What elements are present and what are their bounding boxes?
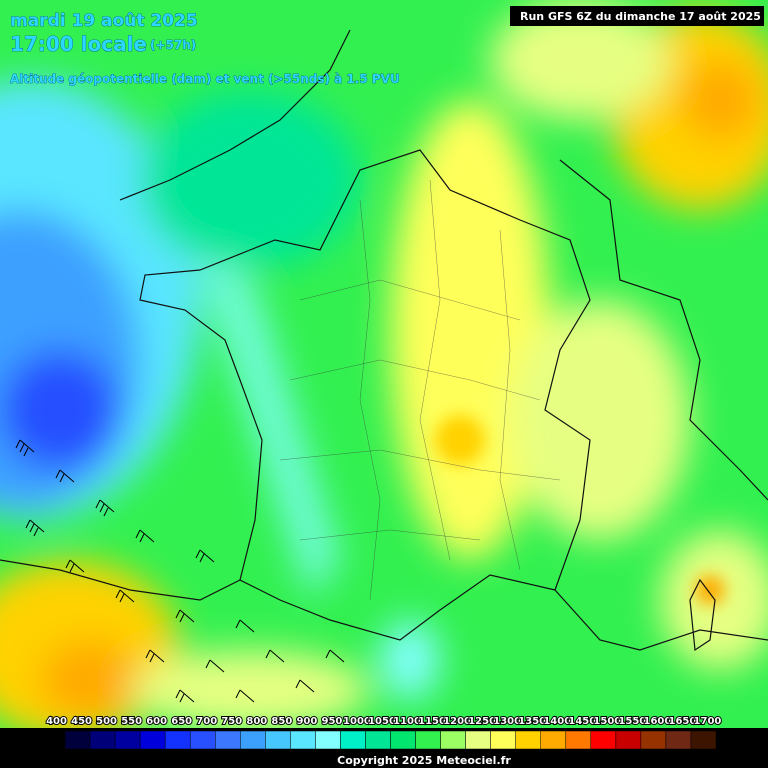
legend-swatch	[640, 730, 667, 750]
legend-label: 550	[121, 716, 142, 727]
legend-swatch	[89, 730, 116, 750]
legend-swatch	[540, 730, 567, 750]
legend-label: 1700	[694, 716, 722, 727]
legend-label: 1500	[593, 716, 621, 727]
legend-swatch	[139, 730, 166, 750]
legend-swatch	[265, 730, 291, 750]
date-title: mardi 19 août 2025	[10, 11, 198, 31]
run-box	[510, 6, 764, 26]
legend-label: 1150	[418, 716, 446, 727]
legend-swatch	[340, 730, 366, 750]
legend-label: 700	[196, 716, 217, 727]
time-title: 17:00 locale	[10, 32, 147, 56]
legend-label: 1550	[618, 716, 646, 727]
legend: 400 450 500 550 600 650 700 750 800 850 900 950 1000…	[39, 715, 722, 750]
legend-label: 1000	[343, 716, 371, 727]
borders	[0, 29, 768, 652]
map-field	[0, 0, 768, 740]
legend-swatch	[465, 730, 491, 750]
legend-label: 1400	[543, 716, 571, 727]
legend-swatch	[590, 730, 617, 750]
legend-swatch	[64, 730, 91, 750]
legend-label: 500	[96, 716, 117, 727]
copyright: Copyright 2025 Meteociel.fr	[337, 754, 511, 767]
legend-label: 950	[321, 716, 342, 727]
legend-swatch	[565, 730, 592, 750]
legend-swatch	[665, 730, 692, 750]
legend-swatch	[615, 730, 642, 750]
legend-swatch	[515, 730, 541, 750]
legend-swatch	[189, 730, 216, 750]
legend-label: 800	[246, 716, 267, 727]
legend-label: 1100	[393, 716, 421, 727]
legend-swatch	[415, 730, 441, 750]
legend-label: 1250	[468, 716, 496, 727]
parameter-title: Altitude géopotentielle (dam) et vent (>…	[10, 72, 400, 86]
legend-label: 1200	[443, 716, 471, 727]
legend-label: 1350	[518, 716, 546, 727]
legend-swatch	[315, 730, 341, 750]
legend-swatch	[690, 730, 717, 750]
legend-swatch	[290, 730, 316, 750]
legend-swatch	[365, 730, 391, 750]
lead-time: (+57h)	[150, 38, 196, 52]
legend-label: 1300	[493, 716, 521, 727]
wind-barbs	[15, 439, 345, 703]
legend-label: 450	[71, 716, 92, 727]
legend-swatch	[114, 730, 141, 750]
run-info: Run GFS 6Z du dimanche 17 août 2025	[520, 10, 761, 23]
legend-label: 1600	[643, 716, 671, 727]
legend-label: 850	[271, 716, 292, 727]
legend-swatch	[164, 730, 191, 750]
legend-swatch	[240, 730, 266, 750]
legend-swatch	[390, 730, 416, 750]
legend-label: 650	[171, 716, 192, 727]
legend-swatch	[440, 730, 466, 750]
legend-label: 1650	[669, 716, 697, 727]
legend-swatch	[215, 730, 241, 750]
legend-label: 900	[296, 716, 317, 727]
legend-label: 600	[146, 716, 167, 727]
legend-label: 750	[221, 716, 242, 727]
legend-swatch	[39, 730, 66, 750]
legend-label: 1050	[368, 716, 396, 727]
legend-swatch	[490, 730, 516, 750]
legend-label: 400	[46, 716, 67, 727]
legend-label: 1450	[568, 716, 596, 727]
